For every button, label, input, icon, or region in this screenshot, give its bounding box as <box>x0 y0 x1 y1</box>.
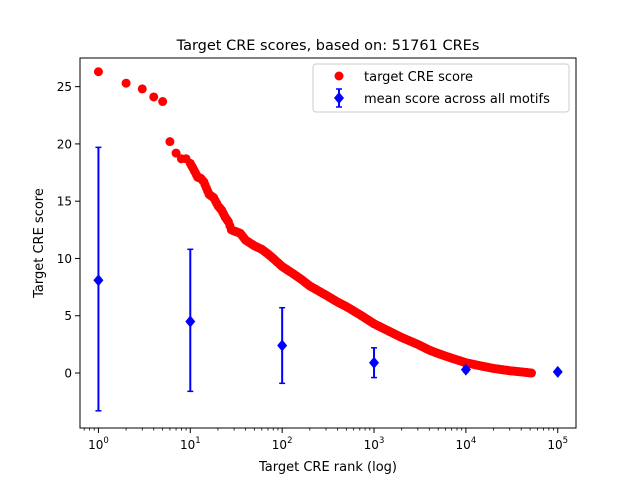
x-tick-label-1: 101 <box>180 436 201 452</box>
legend-mean-marker <box>334 92 344 104</box>
mean-score-series <box>93 146 563 412</box>
y-tick-label-2: 10 <box>57 252 72 266</box>
legend-target-marker <box>334 71 344 81</box>
y-tick-label-1: 5 <box>64 309 72 323</box>
legend-box <box>312 63 570 113</box>
y-axis-label: Target CRE score <box>32 188 47 299</box>
mean-point-5 <box>552 365 563 378</box>
mean-point-3 <box>369 356 380 369</box>
target-point-1 <box>121 78 131 88</box>
x-tick-label-5: 105 <box>547 436 568 452</box>
target-point-2 <box>137 84 147 94</box>
mean-point-4 <box>460 363 471 376</box>
target-point-3 <box>149 92 159 102</box>
y-tick-label-4: 20 <box>57 137 72 151</box>
target-point-5 <box>165 137 175 147</box>
y-tick-label-0: 0 <box>64 367 72 381</box>
x-axis-label: Target CRE rank (log) <box>258 460 397 475</box>
plot-frame <box>79 57 577 429</box>
x-tick-label-2: 102 <box>272 436 293 452</box>
legend-target-label: target CRE score <box>364 70 473 85</box>
mean-point-0 <box>93 274 104 287</box>
target-point-6 <box>171 148 181 158</box>
target-cre-score-series <box>93 67 536 378</box>
target-point-0 <box>93 67 103 77</box>
chart-title: Target CRE scores, based on: 51761 CREs <box>176 38 480 54</box>
legend: target CRE score mean score across all m… <box>312 63 570 113</box>
y-tick-label-5: 25 <box>57 80 72 94</box>
x-axis-ticks: 100 101 102 103 104 105 <box>83 428 568 452</box>
legend-mean-label: mean score across all motifs <box>364 92 550 107</box>
target-point-4 <box>158 97 168 107</box>
mean-point-1 <box>185 315 196 328</box>
mean-point-2 <box>277 339 288 352</box>
x-tick-label-3: 103 <box>364 436 385 452</box>
x-tick-label-4: 104 <box>456 436 477 452</box>
target-fill-point-201 <box>525 368 535 378</box>
x-tick-label-0: 100 <box>88 436 109 452</box>
y-tick-label-3: 15 <box>57 195 72 209</box>
y-axis-ticks: 0 5 10 15 20 25 <box>57 80 80 381</box>
